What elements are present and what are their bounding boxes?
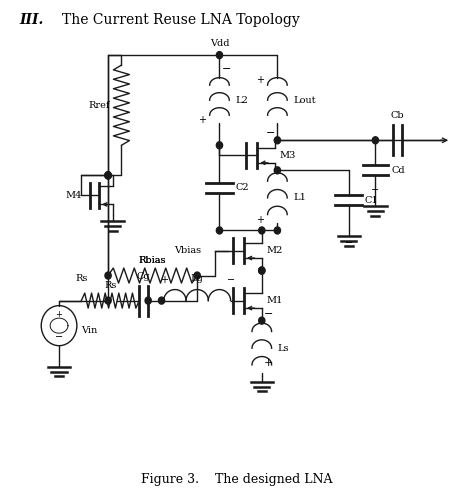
Text: Cd: Cd bbox=[391, 166, 405, 175]
Text: M3: M3 bbox=[280, 151, 296, 160]
Text: −: − bbox=[371, 185, 380, 195]
Circle shape bbox=[259, 267, 265, 274]
Text: −: − bbox=[222, 64, 231, 74]
Text: +: + bbox=[256, 75, 264, 85]
Text: −: − bbox=[266, 128, 275, 138]
Text: Cb: Cb bbox=[391, 111, 404, 120]
Text: L1: L1 bbox=[293, 193, 306, 202]
Text: C2: C2 bbox=[235, 183, 249, 192]
Text: Cg: Cg bbox=[137, 272, 151, 281]
Circle shape bbox=[259, 227, 265, 234]
Text: +: + bbox=[264, 358, 273, 368]
Text: Figure 3.    The designed LNA: Figure 3. The designed LNA bbox=[141, 473, 333, 486]
Text: Lout: Lout bbox=[293, 96, 316, 105]
Text: −: − bbox=[345, 238, 353, 248]
Circle shape bbox=[158, 297, 164, 304]
Circle shape bbox=[105, 172, 111, 179]
Text: Rref: Rref bbox=[89, 101, 110, 110]
Text: Vdd: Vdd bbox=[210, 39, 229, 48]
Circle shape bbox=[105, 172, 111, 179]
Text: +: + bbox=[160, 275, 168, 285]
Circle shape bbox=[194, 272, 201, 279]
Text: Vin: Vin bbox=[82, 326, 98, 335]
Circle shape bbox=[105, 172, 111, 179]
Text: Rs: Rs bbox=[104, 281, 117, 290]
Text: +: + bbox=[55, 310, 63, 319]
Text: Rbias: Rbias bbox=[139, 256, 166, 265]
Text: Ls: Ls bbox=[277, 344, 289, 353]
Text: −: − bbox=[264, 309, 273, 319]
Circle shape bbox=[274, 227, 281, 234]
Circle shape bbox=[105, 272, 111, 279]
Text: M1: M1 bbox=[266, 296, 283, 305]
Circle shape bbox=[259, 317, 265, 324]
Text: −: − bbox=[55, 332, 63, 342]
Circle shape bbox=[274, 167, 281, 174]
Text: Vbias: Vbias bbox=[174, 246, 201, 255]
Text: The Current Reuse LNA Topology: The Current Reuse LNA Topology bbox=[62, 13, 300, 27]
Text: C1: C1 bbox=[364, 196, 378, 205]
Text: +: + bbox=[256, 215, 264, 225]
Text: M2: M2 bbox=[266, 246, 283, 255]
Text: −: − bbox=[227, 275, 235, 285]
Text: +: + bbox=[198, 115, 206, 125]
Circle shape bbox=[145, 297, 151, 304]
Circle shape bbox=[216, 227, 223, 234]
Text: −: − bbox=[266, 159, 275, 169]
Circle shape bbox=[216, 52, 223, 59]
Circle shape bbox=[372, 137, 379, 144]
Circle shape bbox=[216, 142, 223, 149]
Text: Rbias: Rbias bbox=[139, 256, 166, 265]
Circle shape bbox=[105, 297, 111, 304]
Circle shape bbox=[274, 137, 281, 144]
Text: Rs: Rs bbox=[75, 274, 88, 283]
Text: III.: III. bbox=[19, 13, 43, 27]
Text: Lg: Lg bbox=[191, 274, 204, 283]
Text: M4: M4 bbox=[65, 191, 82, 200]
Text: L2: L2 bbox=[235, 96, 248, 105]
Circle shape bbox=[259, 267, 265, 274]
